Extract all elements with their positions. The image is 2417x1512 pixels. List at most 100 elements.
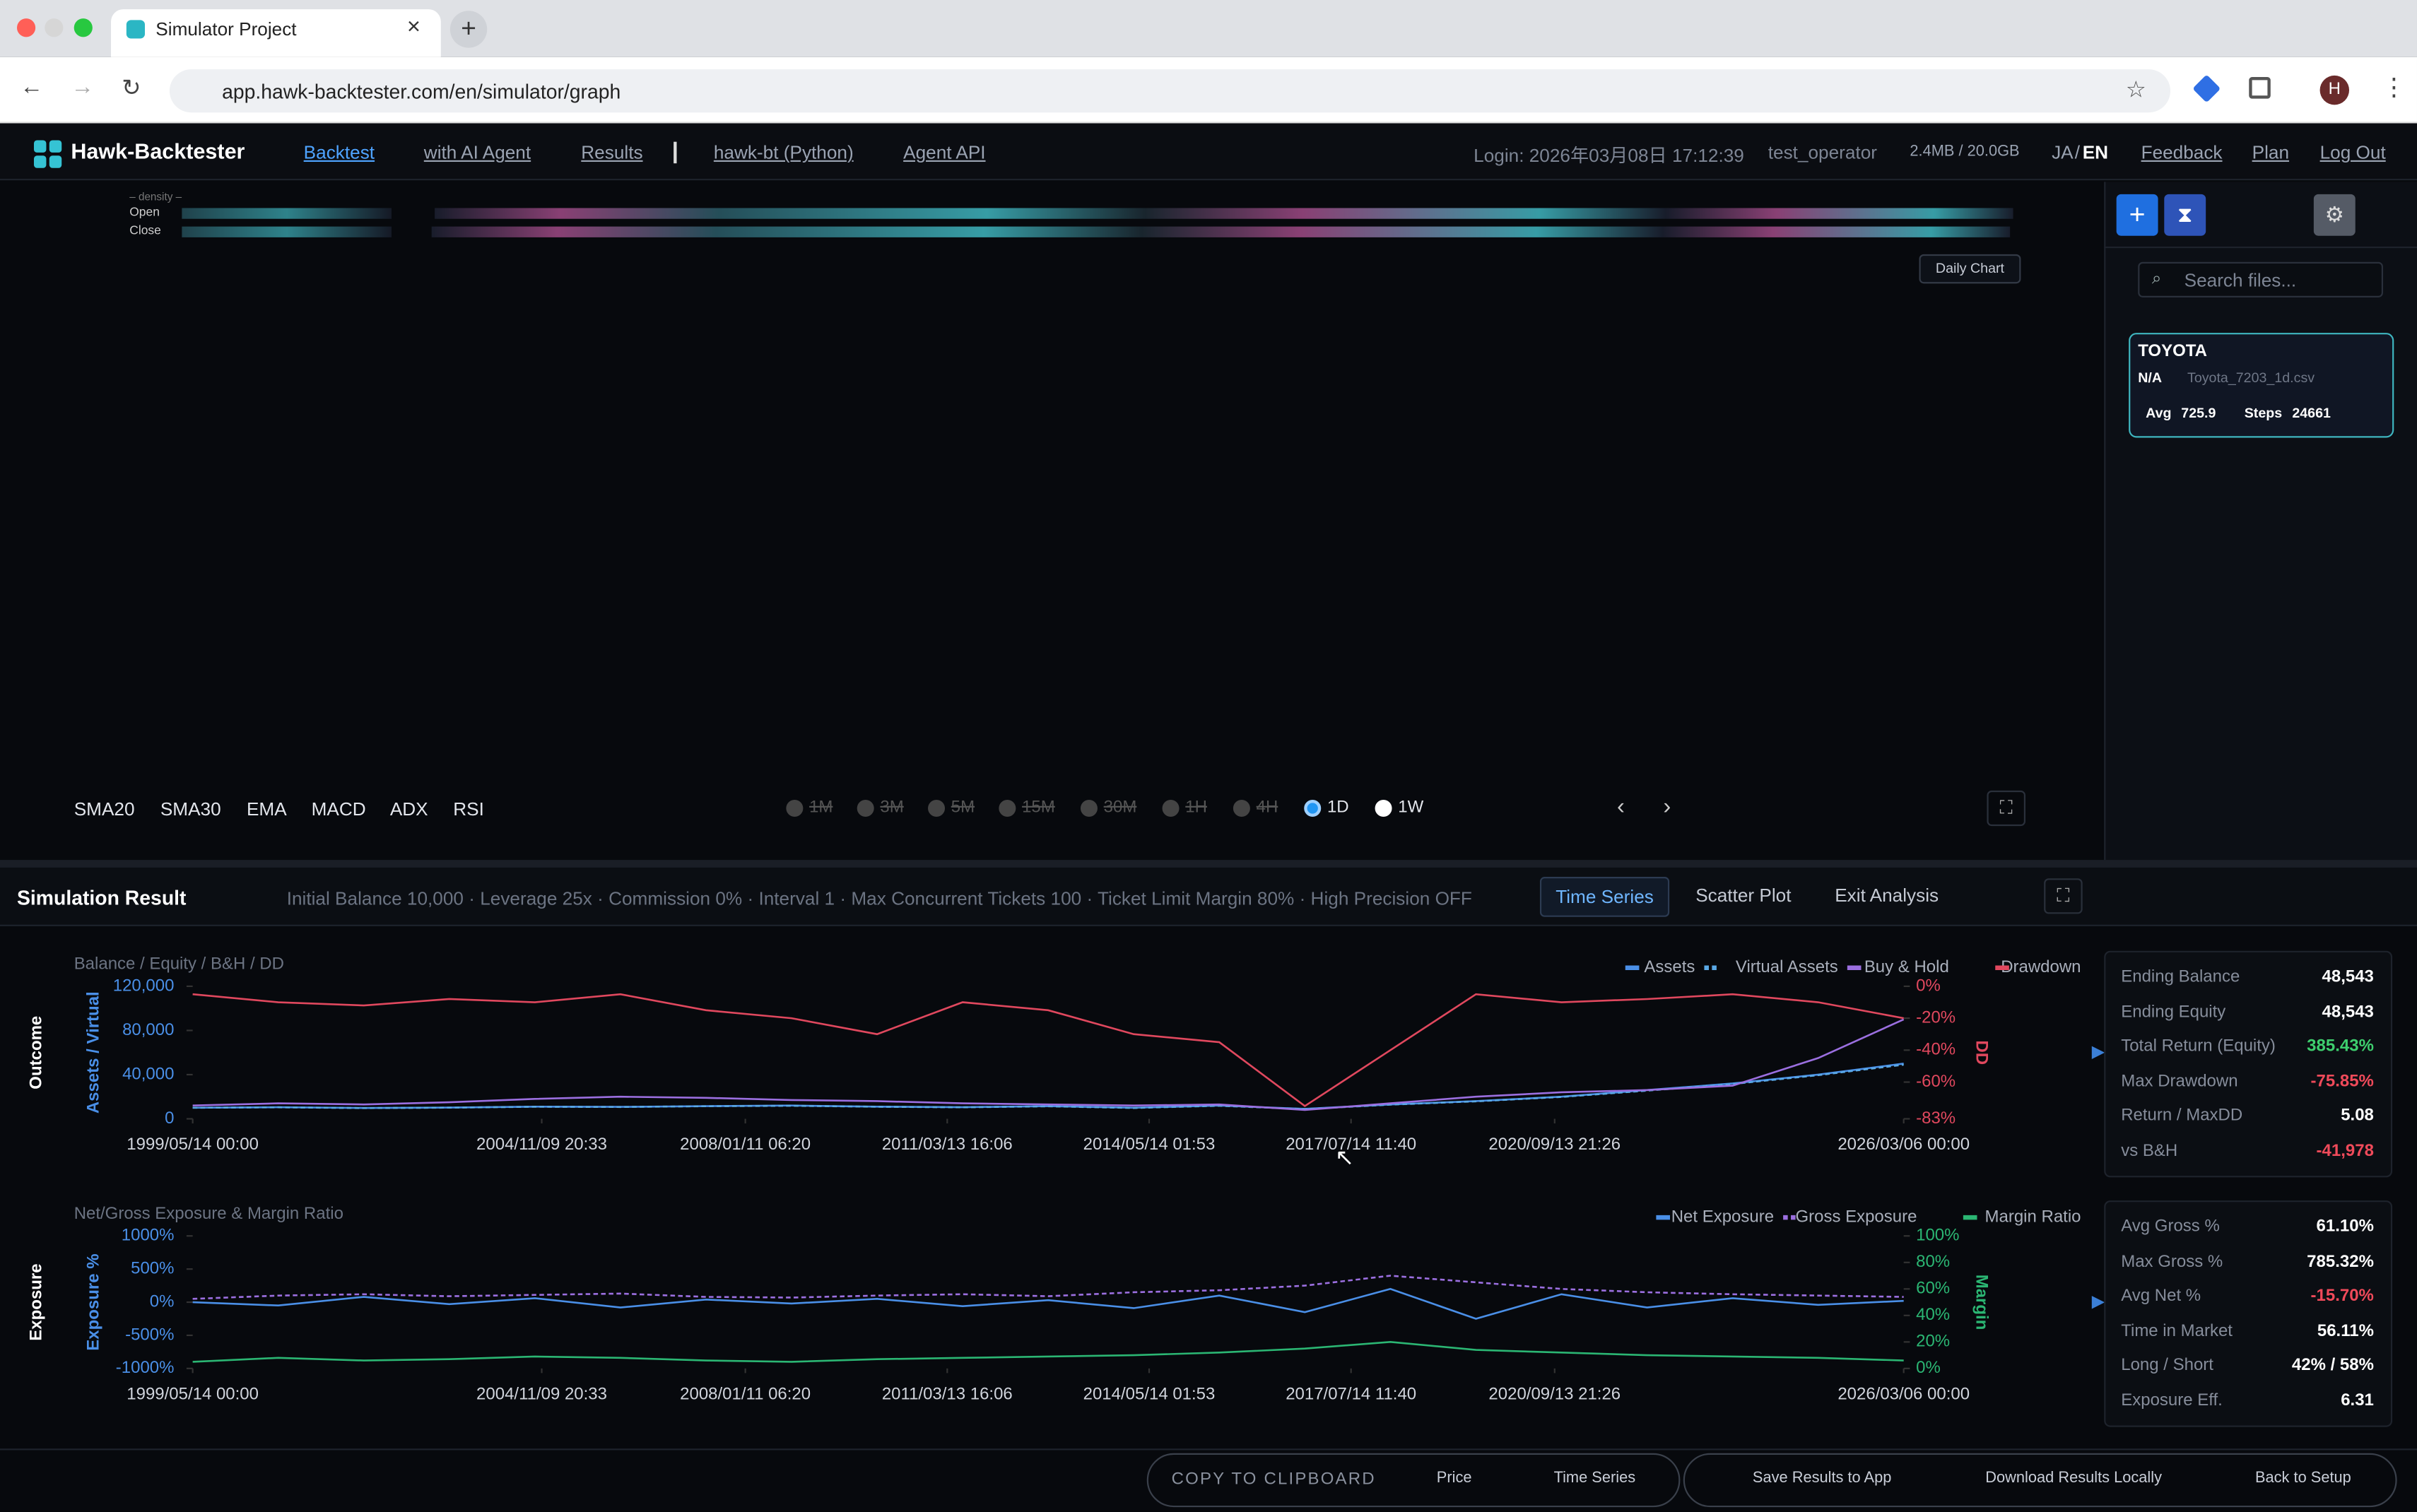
x-tick-label: 2017/07/14 11:40 [1286,1384,1416,1403]
result-title: Simulation Result [16,886,187,909]
nav-link[interactable]: Feedback [2141,141,2223,164]
copy-button[interactable]: Time Series [1553,1470,1636,1487]
search-box[interactable] [2138,261,2384,297]
fullscreen-button[interactable]: ⛶ [1987,790,2025,827]
action-button[interactable]: Save Results to App [1752,1470,1892,1487]
action-button[interactable]: Download Results Locally [1985,1470,2163,1487]
density-strip [435,208,2013,219]
legend-label: Margin Ratio [1985,1207,2081,1226]
y2-tick-label: -40% [1916,1040,1956,1059]
new-tab[interactable]: + [449,11,488,48]
profile[interactable]: H [2319,75,2350,105]
interval-option[interactable]: 1D [1327,798,1349,817]
stat-value: 61.10% [2316,1217,2374,1236]
settings-button[interactable]: ⚙ [2313,194,2356,236]
indicator-toggle[interactable]: EMA [246,798,287,820]
series-line [192,1018,1905,1111]
stat-value: 42% / 58% [2291,1356,2374,1375]
density-strip [182,208,392,219]
indicator-toggle[interactable]: ADX [389,798,428,820]
extension[interactable] [2249,77,2271,99]
nav-link[interactable]: Results [581,141,643,164]
result-expand[interactable]: ⛶ [2044,878,2083,914]
section-label: Exposure [27,1263,46,1340]
copy-button[interactable]: Price [1436,1470,1472,1487]
tab-title: Simulator Project [155,18,297,40]
interval-option: 5M [951,798,975,817]
brand[interactable]: Hawk-Backtester [71,138,245,164]
indicator-toggle[interactable]: MACD [311,798,366,820]
lang[interactable]: EN [2082,141,2109,164]
interval-option[interactable]: 1W [1398,798,1424,817]
window-control[interactable] [16,18,36,37]
interval-radio[interactable] [1304,800,1322,817]
add-button[interactable]: + [2116,194,2158,236]
logo-square [33,155,47,168]
nav-link[interactable]: Plan [2252,141,2290,164]
lang[interactable]: JA [2052,141,2074,164]
x-tick-label: 2011/03/13 16:06 [882,1384,1013,1403]
y2-tick-label: 0% [1916,976,1941,995]
action-button[interactable]: Back to Setup [2254,1470,2351,1487]
nav-link[interactable]: with AI Agent [423,141,531,164]
y-tick-label: 0% [150,1292,175,1311]
action-group [1683,1453,2397,1508]
y2-tick-label: 40% [1916,1305,1950,1324]
prev-button[interactable]: ‹ [1616,793,1625,820]
nav-link[interactable]: hawk-bt (Python) [713,141,854,164]
logo-square [33,140,47,153]
legend-label: Buy & Hold [1864,957,1949,976]
nav-button[interactable]: ↻ [122,75,141,102]
result-tab[interactable]: Exit Analysis [1835,884,1939,906]
footer [0,1448,2417,1512]
address-bar[interactable] [169,69,2171,113]
result-params: Initial Balance 10,000 · Leverage 25x · … [286,887,1472,909]
stat-value: -41,978 [2316,1141,2374,1160]
interval-option: 30M [1103,798,1137,817]
menu[interactable]: ⋮ [2381,75,2406,102]
bookmark-star[interactable]: ☆ [2125,77,2147,104]
tab-close[interactable]: × [406,13,421,40]
history-button[interactable]: ⧗ [2164,194,2206,236]
y2-tick-label: 100% [1916,1226,1959,1245]
file-card[interactable] [2129,333,2394,438]
interval-radio [1080,800,1098,817]
stat-label: Max Drawdown [2121,1071,2238,1091]
chart-badge[interactable]: Daily Chart [1919,254,2021,284]
copy-label: COPY TO CLIPBOARD [1171,1470,1376,1489]
result-header [0,867,2417,926]
density-strip [182,226,392,237]
x-tick-label: 2008/01/11 06:20 [680,1384,811,1403]
next-button[interactable]: › [1663,793,1671,820]
x-tick-label: 2026/03/06 00:00 [1837,1384,1970,1403]
result-tab[interactable]: Time Series [1539,877,1670,917]
nav-link[interactable]: Agent API [903,141,986,164]
card-steps: 24661 [2292,405,2331,421]
indicator-toggle[interactable]: SMA20 [73,798,135,820]
result-tab[interactable]: Scatter Plot [1695,884,1792,906]
y-tick-label: 120,000 [113,976,175,995]
x-tick-label: 2014/05/14 01:53 [1083,1384,1216,1403]
interval-radio[interactable] [1375,800,1392,817]
window-control[interactable] [73,18,93,37]
interval-option: 15M [1022,798,1055,817]
x-tick-label: 2020/09/13 21:26 [1488,1384,1621,1403]
indicator-toggle[interactable]: RSI [453,798,484,820]
interval-radio [1162,800,1180,817]
series-line [192,1341,1904,1363]
cursor: ↖ [1334,1145,1355,1171]
nav-button[interactable]: ← [20,73,44,100]
indicator-toggle[interactable]: SMA30 [160,798,221,820]
stat-value: -75.85% [2310,1071,2374,1091]
stat-label: Avg Net % [2121,1287,2201,1306]
logo-square [49,155,62,168]
stat-value: 785.32% [2307,1252,2374,1271]
copy-group [1146,1453,1681,1508]
nav-link[interactable]: Backtest [303,141,375,164]
nav-link[interactable]: Log Out [2319,141,2386,164]
window-control[interactable] [45,18,64,37]
tab[interactable] [111,9,441,57]
nav-button[interactable]: → [71,73,95,100]
stat-value: 6.31 [2341,1390,2374,1410]
